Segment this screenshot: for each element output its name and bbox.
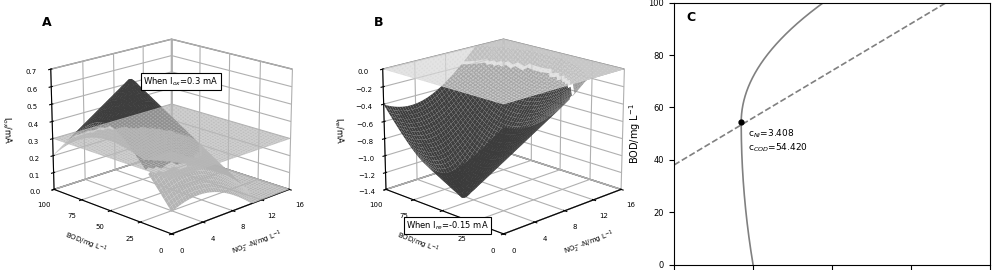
- Text: C: C: [687, 11, 696, 23]
- Text: A: A: [42, 16, 52, 29]
- Y-axis label: BOD/mg L$^{-1}$: BOD/mg L$^{-1}$: [63, 230, 109, 257]
- Text: B: B: [374, 16, 384, 29]
- Text: c$_{Ni}$=3.408
c$_{COD}$=54.420: c$_{Ni}$=3.408 c$_{COD}$=54.420: [748, 127, 808, 154]
- X-axis label: NO$_2^-$-N/mg L$^{-1}$: NO$_2^-$-N/mg L$^{-1}$: [230, 227, 285, 259]
- Text: When I$_{re}$=-0.15 mA: When I$_{re}$=-0.15 mA: [406, 219, 489, 232]
- Text: When I$_{ox}$=0.3 mA: When I$_{ox}$=0.3 mA: [143, 75, 219, 87]
- X-axis label: NO$_2^-$-N/mg L$^{-1}$: NO$_2^-$-N/mg L$^{-1}$: [562, 227, 617, 259]
- Y-axis label: BOD/mg L$^{-1}$: BOD/mg L$^{-1}$: [395, 230, 441, 257]
- Y-axis label: BOD/mg L$^{-1}$: BOD/mg L$^{-1}$: [627, 103, 643, 164]
